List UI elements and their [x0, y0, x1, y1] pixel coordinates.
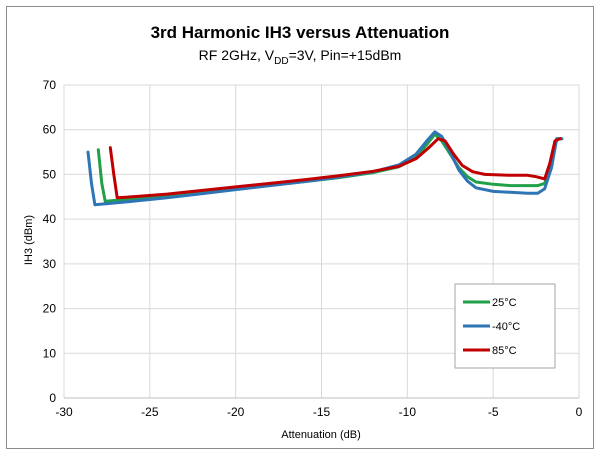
series-line-0	[96, 132, 564, 203]
subtitle-prefix: RF 2GHz, V	[199, 47, 275, 63]
series-line-2	[108, 137, 562, 200]
y-tick-label: 30	[43, 257, 57, 271]
y-tick-label: 0	[49, 391, 56, 405]
y-tick-label: 40	[43, 212, 57, 226]
legend-label: -40°C	[492, 321, 520, 333]
y-tick-label: 50	[43, 167, 57, 181]
subtitle-subscript: DD	[274, 56, 288, 67]
legend: 25°C -40°C 85°C	[454, 283, 556, 369]
x-tick-label: -30	[55, 405, 73, 419]
series-lines	[86, 130, 564, 207]
y-tick-label: 10	[43, 346, 57, 360]
series-line-1	[86, 130, 564, 207]
x-tick-label: -20	[227, 405, 245, 419]
x-tick-label: 0	[576, 405, 583, 419]
x-axis-label: Attenuation (dB)	[281, 429, 361, 441]
y-tick-label: 20	[43, 302, 57, 316]
x-tick-label: -25	[141, 405, 159, 419]
tick-labels: 0 10 20 30 40 50 60 70 -30 -25 -20 -15 -10 -5 0	[43, 78, 583, 419]
chart-title: 3rd Harmonic IH3 versus Attenuation	[151, 23, 450, 42]
chart-subtitle: RF 2GHz, VDD=3V, Pin=+15dBm	[199, 47, 402, 67]
y-tick-label: 60	[43, 123, 57, 137]
x-tick-label: -15	[313, 405, 331, 419]
x-tick-label: -10	[399, 405, 417, 419]
y-tick-label: 70	[43, 78, 57, 92]
x-tick-label: -5	[488, 405, 499, 419]
y-axis-label: IH3 (dBm)	[23, 215, 35, 265]
legend-label: 25°C	[492, 297, 517, 309]
legend-label: 85°C	[492, 345, 517, 357]
chart-frame	[6, 6, 594, 449]
subtitle-suffix: =3V, Pin=+15dBm	[289, 47, 402, 63]
